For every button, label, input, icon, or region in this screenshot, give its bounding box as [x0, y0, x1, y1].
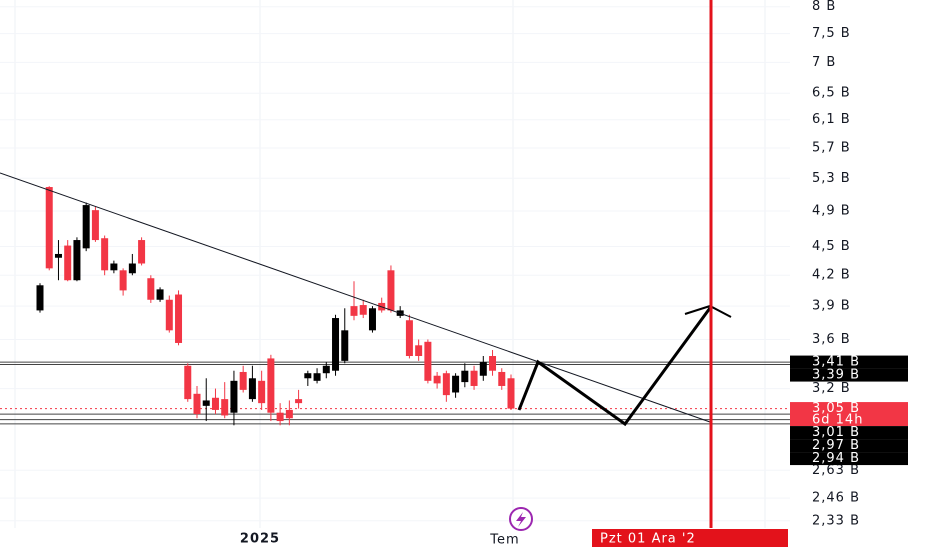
y-tick-label: 5,3 B	[812, 171, 851, 186]
x-label: 2025	[240, 532, 280, 547]
trendline	[0, 172, 711, 423]
candle-body	[230, 380, 238, 413]
candle-body	[248, 378, 256, 400]
y-tick-label: 4,2 B	[812, 268, 851, 283]
candle-body	[221, 399, 229, 416]
candle-body	[64, 245, 72, 281]
candle-body	[91, 210, 99, 241]
y-tick-label: 3,9 B	[812, 299, 851, 314]
candle-body	[433, 375, 441, 384]
candle-body	[304, 373, 312, 379]
levels	[0, 361, 790, 425]
price-label-bg	[790, 355, 908, 369]
price-label-bg	[790, 452, 908, 466]
price-label: 3,01 B	[812, 425, 860, 440]
grid	[0, 0, 790, 528]
candle-body	[498, 371, 506, 386]
y-tick-label: 7 B	[812, 55, 836, 70]
candle-body	[461, 370, 469, 383]
y-tick-label: 3,2 B	[812, 381, 851, 396]
price-label: 3,41 B	[812, 355, 860, 370]
candle-body	[45, 187, 53, 269]
candle-body	[128, 263, 136, 274]
candle-body	[405, 320, 413, 357]
y-tick-label: 5,7 B	[812, 140, 851, 155]
candle-body	[322, 365, 330, 374]
candle-body	[156, 289, 164, 300]
candle-body	[479, 362, 487, 376]
candle-body	[442, 373, 450, 396]
y-tick-label: 6,5 B	[812, 86, 851, 101]
candles	[36, 186, 515, 426]
candle-body	[73, 240, 81, 281]
candle-body	[184, 365, 192, 400]
candle-body	[119, 270, 127, 291]
candle-body	[359, 305, 367, 315]
candle-body	[295, 399, 303, 404]
date-marker-label-bg	[592, 529, 788, 547]
candle-body	[267, 358, 275, 413]
y-tick-label: 3,6 B	[812, 332, 851, 347]
y-tick-label: 6,1 B	[812, 112, 851, 127]
candle-body	[193, 393, 201, 415]
candle-body	[415, 345, 423, 357]
countdown: 6d 14h	[812, 413, 863, 428]
y-tick-label: 8 B	[812, 0, 836, 14]
lightning	[516, 512, 526, 527]
candle-body	[258, 380, 266, 404]
candle-body	[332, 318, 340, 371]
price-label: 2,94 B	[812, 451, 860, 466]
candle-body	[202, 400, 210, 406]
price-label: 2,97 B	[812, 438, 860, 453]
candle-body	[82, 205, 90, 249]
candle-body	[387, 270, 395, 311]
candle-body	[239, 371, 247, 390]
candle-body	[211, 397, 219, 410]
candle-body	[424, 341, 432, 381]
date-marker-label: Pzt 01 Ara '2	[600, 532, 696, 547]
projection	[517, 307, 712, 427]
x-label: Tem	[489, 533, 519, 548]
candle-body	[489, 356, 497, 371]
y-tick-label: 7,5 B	[812, 26, 851, 41]
candle-body	[165, 299, 173, 331]
y-tick-label: 2,63 B	[812, 463, 860, 478]
candle-body	[313, 373, 321, 381]
candle-body	[54, 253, 62, 258]
candle-body	[341, 330, 349, 361]
price-axis: 8 B 7,5 B 7 B 6,5 B 6,1 B 5,7 B 5,3 B 4,9 B 4,5 …	[812, 0, 860, 528]
candle-body	[276, 412, 284, 422]
candle-body	[368, 308, 376, 331]
price-label-bg	[790, 439, 908, 453]
price-label-bg	[790, 368, 908, 382]
candle-body	[350, 306, 358, 316]
y-tick-label: 2,46 B	[812, 491, 860, 506]
price-label: 3,05 B	[812, 401, 860, 416]
candle-body	[36, 285, 44, 311]
y-tick-label: 4,5 B	[812, 239, 851, 254]
y-tick-label: 2,33 B	[812, 513, 860, 528]
candle-body	[470, 370, 478, 386]
candle-body	[101, 238, 109, 271]
candle-body	[452, 375, 460, 393]
candle-body	[110, 263, 118, 271]
candle-body	[285, 409, 293, 419]
candle-body	[175, 294, 183, 343]
candle-body	[138, 240, 146, 264]
price-label: 3,39 B	[812, 368, 860, 383]
price-label-bg	[790, 426, 908, 440]
price-label-bg	[790, 402, 908, 427]
candle-body	[507, 378, 515, 409]
y-tick-label: 4,9 B	[812, 204, 851, 219]
candle-body	[147, 278, 155, 300]
